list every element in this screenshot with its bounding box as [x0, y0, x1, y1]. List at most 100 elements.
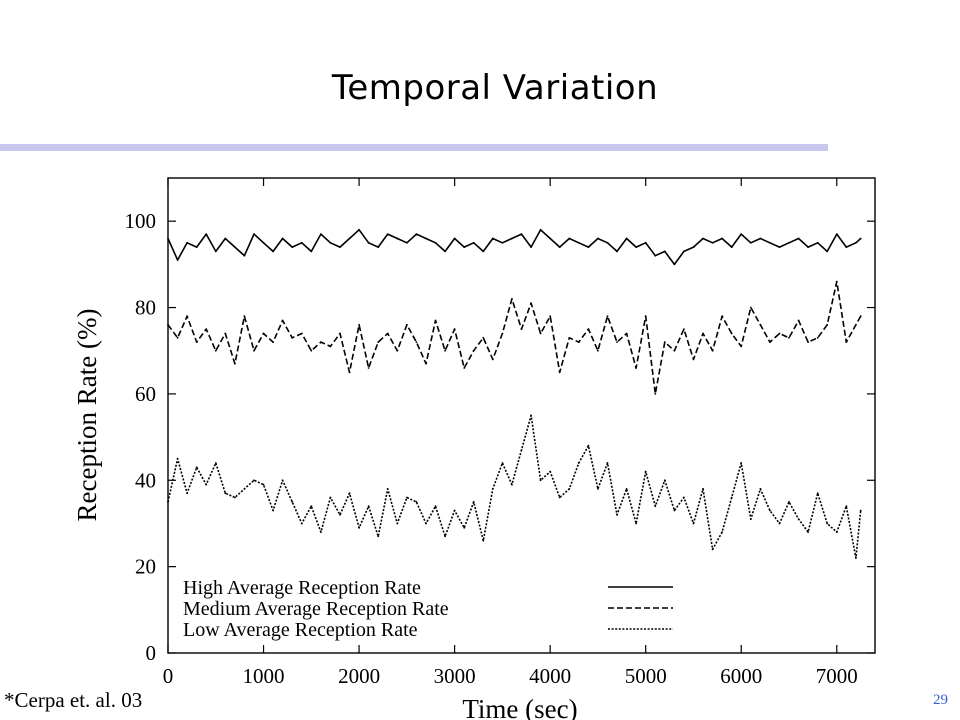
data-point — [855, 557, 857, 559]
citation: *Cerpa et. al. 03 — [4, 688, 143, 712]
data-point — [740, 233, 743, 236]
data-point — [444, 349, 446, 352]
data-point — [406, 323, 408, 326]
data-point — [320, 531, 322, 533]
data-point — [816, 336, 819, 339]
data-point — [826, 250, 829, 253]
data-point — [406, 496, 408, 499]
data-point — [797, 237, 800, 240]
x-tick-label: 3000 — [434, 664, 476, 688]
data-point — [577, 462, 580, 464]
data-point — [673, 509, 676, 512]
data-point — [281, 479, 284, 482]
data-point — [749, 306, 752, 309]
series-lines — [167, 228, 862, 559]
data-point — [358, 228, 360, 231]
data-point — [616, 250, 618, 253]
data-point — [186, 241, 189, 244]
data-point — [654, 393, 657, 395]
data-point — [558, 246, 561, 249]
data-point — [721, 531, 723, 533]
data-point — [348, 237, 351, 240]
data-point — [329, 345, 332, 348]
data-point — [463, 526, 466, 529]
data-point — [692, 358, 695, 361]
slide-title: Temporal Variation — [331, 68, 659, 108]
data-point — [329, 241, 332, 244]
data-point — [845, 246, 848, 249]
data-point — [377, 341, 380, 343]
data-point — [859, 315, 862, 318]
data-point — [673, 349, 676, 352]
x-tick-label: 7000 — [816, 664, 858, 688]
data-point — [606, 462, 609, 464]
data-point — [807, 341, 809, 343]
data-point — [759, 488, 762, 490]
data-point — [759, 237, 762, 240]
data-point — [816, 492, 819, 495]
data-point — [788, 336, 790, 339]
y-tick-label: 20 — [135, 555, 156, 579]
data-point — [539, 228, 542, 231]
data-point — [472, 349, 475, 352]
data-point — [176, 457, 179, 460]
data-point — [740, 462, 743, 464]
x-tick-label: 1000 — [243, 664, 285, 688]
data-point — [568, 237, 571, 240]
data-point — [377, 246, 380, 249]
data-point — [577, 241, 580, 244]
data-point — [530, 414, 532, 417]
data-point — [501, 241, 504, 244]
data-point — [597, 349, 599, 352]
data-point — [205, 233, 208, 236]
data-point — [511, 483, 513, 486]
data-point — [511, 298, 513, 300]
data-point — [711, 241, 714, 244]
data-point — [358, 526, 360, 529]
data-point — [253, 349, 255, 352]
data-point — [635, 367, 637, 369]
data-point — [730, 496, 733, 499]
data-point — [683, 496, 685, 499]
y-tick-label: 40 — [135, 468, 156, 492]
data-point — [425, 522, 427, 525]
data-point — [300, 332, 303, 335]
data-point — [367, 241, 370, 244]
series-line-medium — [167, 280, 862, 395]
data-point — [472, 241, 475, 244]
data-point — [511, 237, 513, 240]
data-point — [396, 522, 399, 525]
y-axis-label: Reception Rate (%) — [72, 309, 102, 522]
data-point — [386, 233, 389, 236]
data-point — [176, 336, 179, 339]
data-point — [587, 246, 590, 249]
data-point — [491, 237, 494, 240]
data-point — [635, 522, 637, 525]
data-point — [530, 246, 532, 249]
data-point — [415, 233, 418, 236]
data-point — [262, 241, 265, 244]
data-point — [167, 237, 169, 240]
data-point — [348, 492, 351, 495]
data-point — [683, 250, 685, 253]
data-point — [406, 241, 408, 244]
data-point — [186, 315, 189, 318]
data-point — [539, 332, 542, 335]
data-point — [167, 323, 169, 326]
legend-label: Low Average Reception Rate — [183, 619, 418, 641]
data-point — [472, 501, 475, 503]
data-point — [749, 518, 752, 520]
data-point — [577, 341, 580, 343]
y-tick-label: 60 — [135, 382, 156, 406]
data-point — [176, 259, 179, 261]
y-tick-label: 80 — [135, 296, 156, 320]
data-point — [386, 488, 389, 490]
data-point — [425, 237, 427, 240]
x-tick-label: 4000 — [529, 664, 571, 688]
data-point — [778, 332, 781, 335]
data-point — [444, 250, 446, 253]
data-point — [444, 535, 446, 538]
data-point — [291, 501, 294, 503]
data-point — [320, 233, 322, 236]
